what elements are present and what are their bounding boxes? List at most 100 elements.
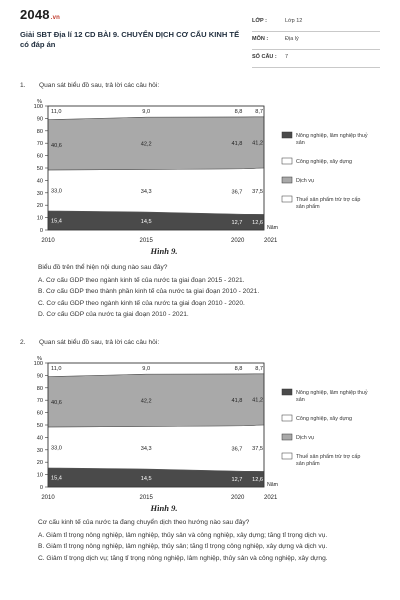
legend-swatch xyxy=(281,176,293,184)
legend-label: sản phẩm xyxy=(296,203,320,210)
data-label: 15,4 xyxy=(51,218,62,224)
data-label: 41,8 xyxy=(231,398,242,404)
legend-label: sản xyxy=(296,397,305,403)
data-label: 12,6 xyxy=(252,220,263,226)
chart-1: 0 10 20 30 40 50 60 70 80 90 100% 2010 2015 2020 2021 N… xyxy=(26,96,376,258)
x-tick-label: 2010 xyxy=(41,238,55,244)
y-tick-label: 0 xyxy=(40,485,43,491)
site-logo[interactable]: 2048.vn xyxy=(20,7,61,22)
chart-2: 0 10 20 30 40 50 60 70 80 90 100% 2010 2015 2020 2021 N… xyxy=(26,353,376,515)
answer-option-c[interactable]: C. Cơ cấu GDP theo ngành kinh tế của nướ… xyxy=(38,299,245,307)
page-title: Giải SBT Địa lí 12 CD BÀI 9. CHUYỂN DỊCH… xyxy=(20,30,240,49)
question-stem: Cơ cấu kinh tế của nước ta đang chuyển d… xyxy=(38,519,250,526)
question-prompt: Quan sát biểu đồ sau, trả lời các câu hỏ… xyxy=(39,339,160,346)
y-tick-label: 80 xyxy=(37,129,43,135)
y-tick-label: 20 xyxy=(37,460,43,466)
meta-row-count: SỐ CÂU : 7 xyxy=(252,50,380,68)
meta-label: LỚP : xyxy=(252,18,267,24)
legend-label: Thuế sản phẩm trừ trợ cấp xyxy=(296,453,360,460)
y-tick-label: 30 xyxy=(37,191,43,197)
y-tick-label: 70 xyxy=(37,398,43,404)
y-tick-label: 60 xyxy=(37,154,43,160)
y-tick-label: 100 xyxy=(34,361,43,367)
y-tick-label: 20 xyxy=(37,203,43,209)
data-label: 8,7 xyxy=(255,366,263,372)
x-tick-label: 2021 xyxy=(264,238,278,244)
legend-label: Dịch vụ xyxy=(296,178,314,184)
data-label: 9,0 xyxy=(142,366,150,372)
y-tick-label: 90 xyxy=(37,373,43,379)
data-label: 37,5 xyxy=(252,189,263,195)
data-label: 33,0 xyxy=(51,188,62,194)
data-label: 34,3 xyxy=(141,189,152,195)
data-label: 14,5 xyxy=(141,476,152,482)
y-tick-label: 100 xyxy=(34,104,43,110)
answer-option-a[interactable]: A. Giảm tỉ trọng nông nghiệp, lâm nghiệp… xyxy=(38,531,328,539)
data-label: 41,2 xyxy=(252,140,263,146)
answer-option-c[interactable]: C. Giảm tỉ trọng dịch vụ; tăng tỉ trọng … xyxy=(38,554,328,562)
legend-label: Nông nghiệp, lâm nghiệp thuỷ xyxy=(296,389,368,396)
meta-info: LỚP : Lớp 12 MÔN : Địa lý SỐ CÂU : 7 xyxy=(252,14,380,68)
x-tick-label: 2010 xyxy=(41,495,55,501)
y-tick-label: 10 xyxy=(37,473,43,479)
legend-label: Nông nghiệp, lâm nghiệp thuỷ xyxy=(296,132,368,139)
legend-swatch xyxy=(281,388,293,396)
data-label: 11,0 xyxy=(51,366,61,372)
meta-row-class: LỚP : Lớp 12 xyxy=(252,14,380,32)
legend-label: Dịch vụ xyxy=(296,435,314,441)
x-tick-label: 2020 xyxy=(231,495,245,501)
chart-caption: Hình 9. xyxy=(150,503,178,513)
legend-swatch xyxy=(281,452,293,460)
chart-svg: 0 10 20 30 40 50 60 70 80 90 100% 2010 2015 2020 2021 N… xyxy=(34,356,368,513)
y-tick-label: 10 xyxy=(37,216,43,222)
data-label: 15,4 xyxy=(51,475,62,481)
y-axis-label: % xyxy=(37,99,42,105)
legend-swatch xyxy=(281,157,293,165)
y-tick-label: 90 xyxy=(37,116,43,122)
meta-value: Địa lý xyxy=(285,36,299,42)
legend-swatch xyxy=(281,131,293,139)
legend-swatch xyxy=(281,433,293,441)
data-label: 36,7 xyxy=(231,189,242,195)
x-tick-label: 2015 xyxy=(140,495,154,501)
question-prompt: Quan sát biểu đồ sau, trả lời các câu hỏ… xyxy=(39,82,160,89)
answer-option-a[interactable]: A. Cơ cấu GDP theo ngành kinh tế của nướ… xyxy=(38,276,245,284)
meta-value: Lớp 12 xyxy=(285,18,303,24)
data-label: 12,7 xyxy=(231,477,242,483)
question-2-answers: Cơ cấu kinh tế của nước ta đang chuyển d… xyxy=(38,517,378,564)
answer-option-b[interactable]: B. Cơ cấu GDP theo thành phần kinh tế củ… xyxy=(38,288,260,295)
legend-label: Thuế sản phẩm trừ trợ cấp xyxy=(296,196,360,203)
x-axis-label: Năm xyxy=(267,225,278,231)
chart-svg: 0 10 20 30 40 50 60 70 80 90 100% 2010 2015 2020 2021 N… xyxy=(34,99,368,256)
y-tick-label: 40 xyxy=(37,178,43,184)
data-label: 41,2 xyxy=(252,397,263,403)
data-label: 36,7 xyxy=(231,446,242,452)
data-label: 33,0 xyxy=(51,445,62,451)
meta-row-subject: MÔN : Địa lý xyxy=(252,32,380,50)
data-label: 34,3 xyxy=(141,446,152,452)
page-header: 2048.vn Giải SBT Địa lí 12 CD BÀI 9. CHU… xyxy=(0,0,400,68)
y-tick-label: 30 xyxy=(37,448,43,454)
x-tick-label: 2021 xyxy=(264,495,278,501)
data-label: 9,0 xyxy=(142,109,150,115)
y-axis-label: % xyxy=(37,356,42,362)
legend-label: sản xyxy=(296,140,305,146)
y-tick-label: 0 xyxy=(40,228,43,234)
x-tick-label: 2020 xyxy=(231,238,245,244)
data-label: 40,6 xyxy=(51,143,62,149)
x-axis-label: Năm xyxy=(267,482,278,488)
answer-option-b[interactable]: B. Giảm tỉ trọng nông nghiệp, lâm nghiệp… xyxy=(38,543,328,550)
legend-swatch xyxy=(281,414,293,422)
y-tick-label: 70 xyxy=(37,141,43,147)
data-label: 41,8 xyxy=(231,141,242,147)
meta-label: MÔN : xyxy=(252,36,269,42)
y-tick-label: 50 xyxy=(37,166,43,172)
data-label: 8,7 xyxy=(255,109,263,115)
y-tick-label: 80 xyxy=(37,386,43,392)
question-stem: Biểu đồ trên thể hiện nội dung nào sau đ… xyxy=(38,264,168,271)
data-label: 42,2 xyxy=(141,398,152,404)
x-tick-label: 2015 xyxy=(140,238,154,244)
legend-swatch xyxy=(281,195,293,203)
answer-option-d[interactable]: D. Cơ cấu GDP của nước ta giai đoạn 2010… xyxy=(38,311,189,318)
question-number: 1. xyxy=(20,82,26,89)
